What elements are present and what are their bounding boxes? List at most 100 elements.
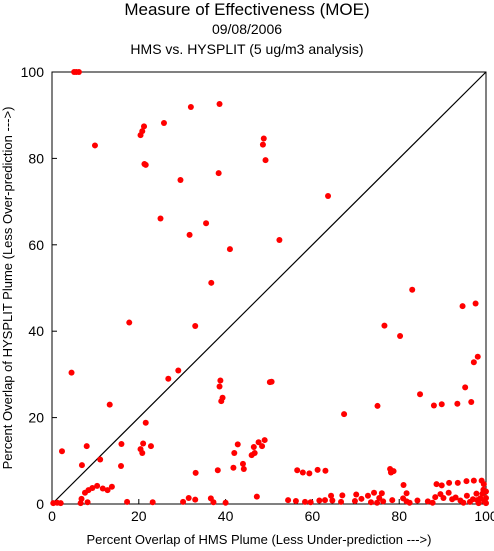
data-point xyxy=(192,323,199,330)
y-axis-label: Percent Overlap of HYSPLIT Plume (Less O… xyxy=(0,107,15,470)
data-point xyxy=(91,142,98,149)
data-point xyxy=(57,500,64,507)
data-point xyxy=(400,481,407,488)
data-point xyxy=(185,494,192,501)
data-point xyxy=(473,490,480,497)
data-point xyxy=(255,439,262,446)
data-point xyxy=(97,456,104,463)
y-tick-label: 60 xyxy=(28,237,44,253)
data-point xyxy=(203,220,210,227)
data-point xyxy=(389,497,396,504)
data-point xyxy=(460,499,467,506)
chart-date: 09/08/2006 xyxy=(211,21,283,37)
y-tick-label: 20 xyxy=(28,410,44,426)
data-point xyxy=(106,401,113,408)
reference-line xyxy=(51,71,487,505)
data-point xyxy=(75,69,82,75)
data-point xyxy=(390,468,397,475)
data-point xyxy=(118,462,125,469)
data-point xyxy=(157,215,164,222)
data-point xyxy=(445,489,452,496)
data-point xyxy=(432,494,439,501)
y-tick-label: 0 xyxy=(36,496,44,512)
data-point xyxy=(454,479,461,486)
data-point xyxy=(480,481,487,488)
data-points xyxy=(50,69,489,507)
data-point xyxy=(259,443,266,450)
data-point xyxy=(239,460,246,467)
data-point xyxy=(446,479,453,486)
data-point xyxy=(364,492,371,499)
data-point xyxy=(321,497,328,504)
data-point xyxy=(118,440,125,447)
data-point xyxy=(299,469,306,476)
x-tick-label: 60 xyxy=(305,508,321,524)
x-tick-label: 80 xyxy=(391,508,407,524)
data-point xyxy=(226,246,233,253)
data-point xyxy=(83,443,90,450)
data-point xyxy=(367,499,374,506)
data-point xyxy=(124,498,131,505)
data-point xyxy=(192,496,199,503)
data-point xyxy=(217,377,224,384)
data-point xyxy=(137,132,144,139)
data-point xyxy=(452,494,459,501)
data-point xyxy=(248,452,255,459)
data-point xyxy=(142,419,149,426)
data-point xyxy=(462,384,469,391)
data-point xyxy=(99,485,106,492)
data-point xyxy=(459,303,466,310)
data-point xyxy=(470,359,477,366)
chart-subtitle: HMS vs. HYSPLIT (5 ug/m3 analysis) xyxy=(130,41,364,57)
data-point xyxy=(306,470,313,477)
data-point xyxy=(276,237,283,244)
data-point xyxy=(483,494,489,501)
data-point xyxy=(353,491,360,498)
data-point xyxy=(214,467,221,474)
y-tick-label: 80 xyxy=(28,150,44,166)
data-point xyxy=(250,443,257,450)
data-point xyxy=(429,499,436,506)
data-point xyxy=(374,402,381,409)
data-point xyxy=(472,300,479,307)
data-point xyxy=(240,466,247,473)
data-point xyxy=(180,498,187,505)
data-point xyxy=(378,490,385,497)
data-point xyxy=(463,492,470,499)
data-point xyxy=(374,499,381,506)
data-point xyxy=(463,478,470,485)
data-point xyxy=(307,499,314,506)
data-point xyxy=(126,319,133,326)
x-tick-label: 100 xyxy=(474,508,494,524)
data-point xyxy=(81,489,88,496)
data-point xyxy=(216,100,223,107)
x-tick-label: 20 xyxy=(131,508,147,524)
data-point xyxy=(77,500,84,507)
data-point xyxy=(430,402,437,409)
data-point xyxy=(58,448,65,455)
data-point xyxy=(380,498,387,505)
data-point xyxy=(230,464,237,471)
data-point xyxy=(294,467,301,474)
data-point xyxy=(147,443,154,450)
data-point xyxy=(259,141,266,148)
data-point xyxy=(84,499,91,506)
data-point xyxy=(262,157,269,164)
data-point xyxy=(406,499,413,506)
data-point xyxy=(314,466,321,473)
data-point xyxy=(208,279,215,286)
data-point xyxy=(285,497,292,504)
data-point xyxy=(351,497,358,504)
data-point xyxy=(470,477,477,484)
y-axis: 0 20 40 60 80 100 xyxy=(21,64,57,512)
data-point xyxy=(141,123,148,130)
data-point xyxy=(142,161,149,168)
data-point xyxy=(414,497,421,504)
data-point xyxy=(474,497,481,504)
data-point xyxy=(210,499,217,506)
data-point xyxy=(316,497,323,504)
data-point xyxy=(381,322,388,329)
data-point xyxy=(329,497,336,504)
data-point xyxy=(78,462,85,469)
